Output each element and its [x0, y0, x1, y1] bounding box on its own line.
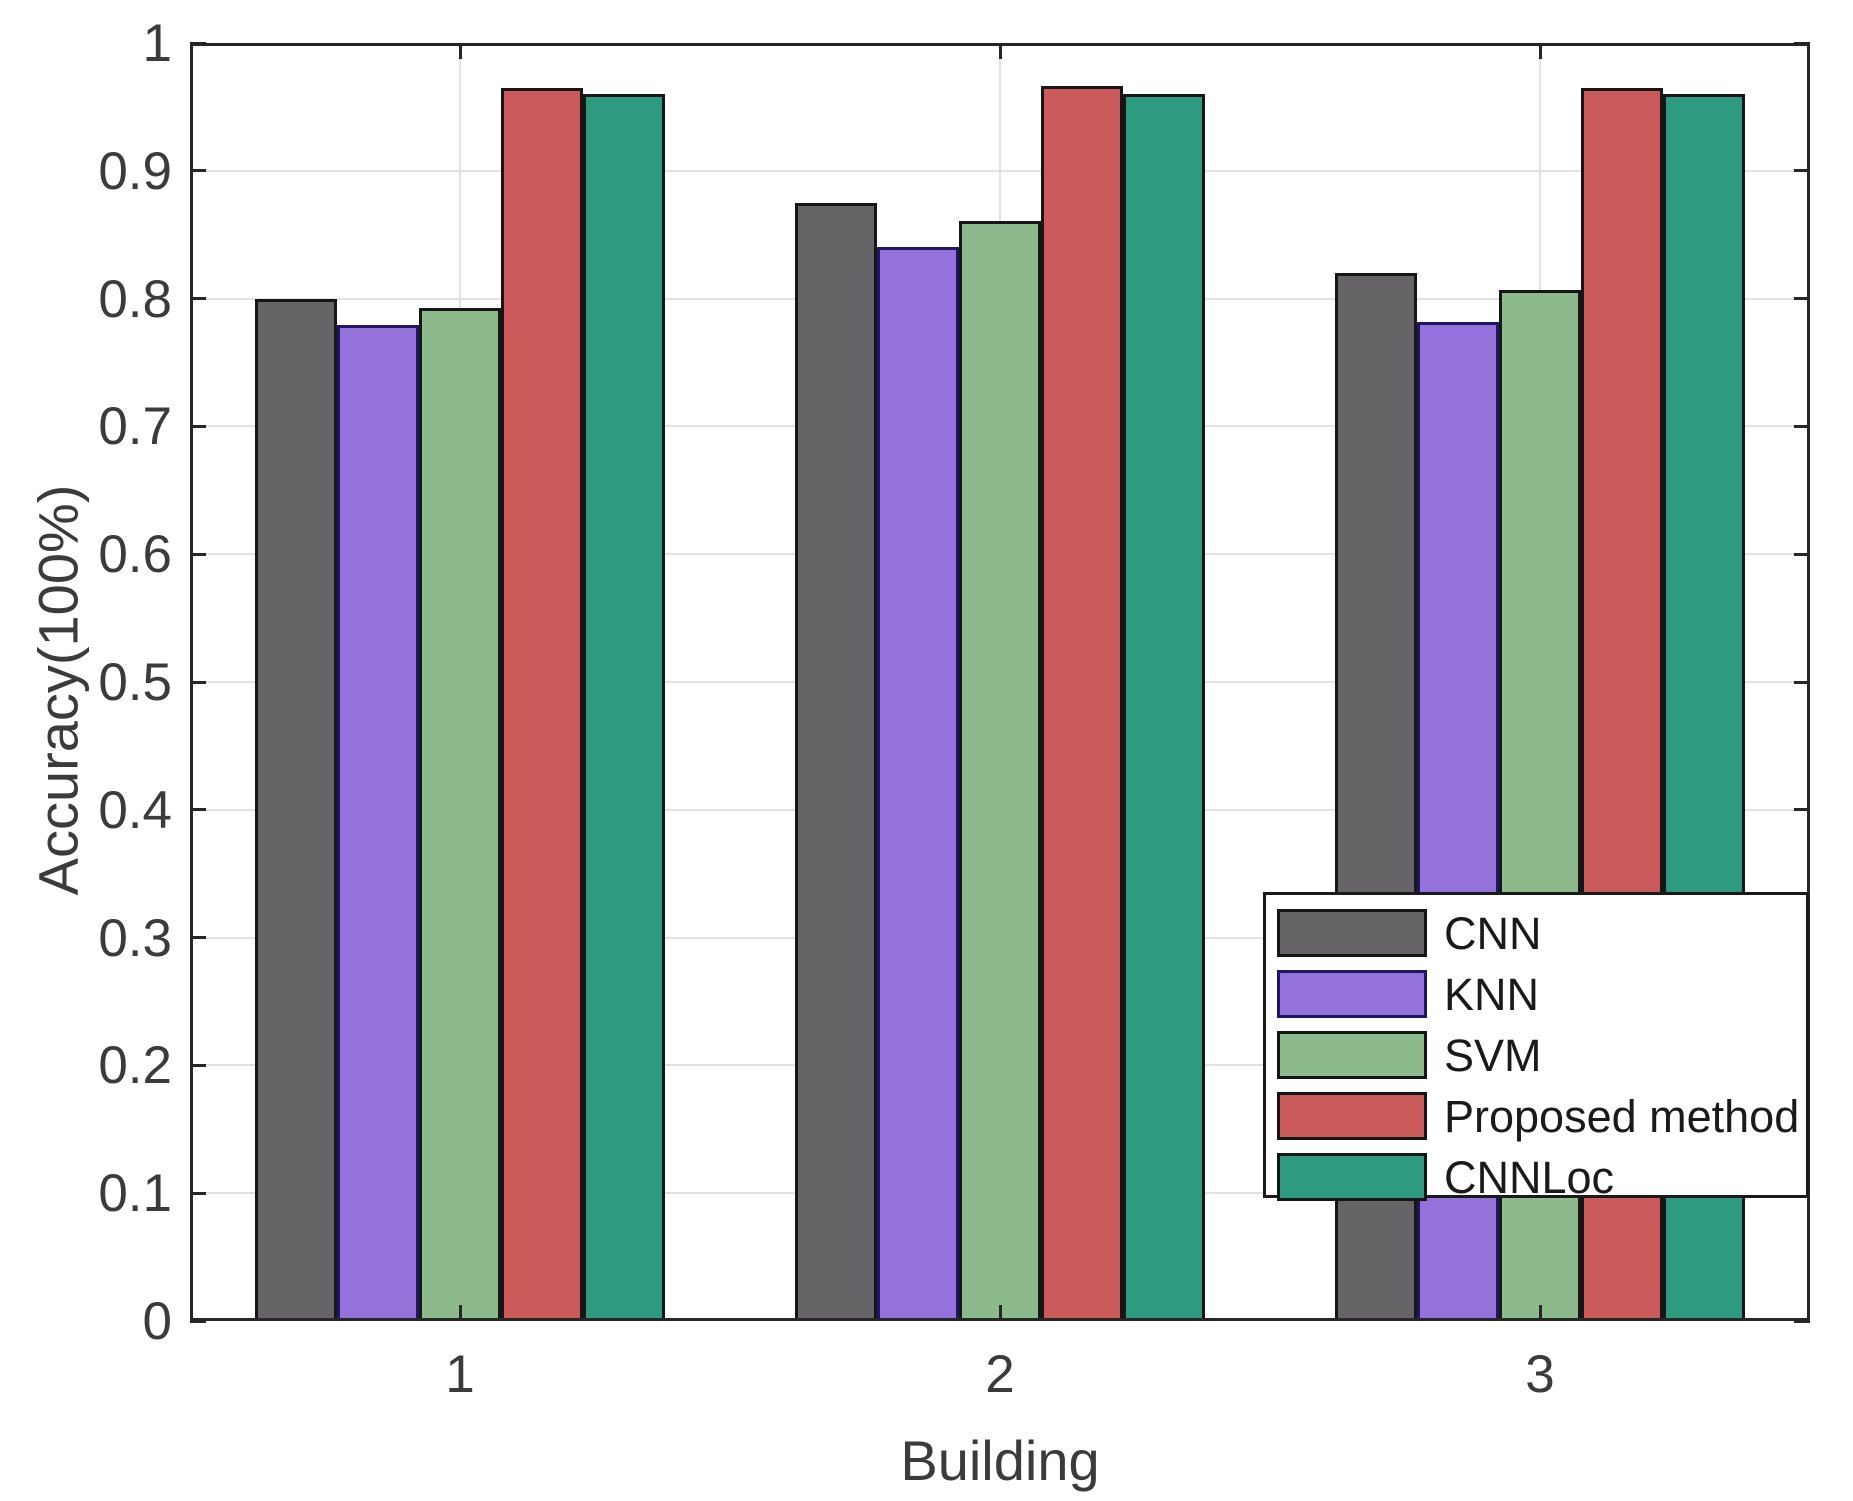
- legend-swatch-icon: [1277, 1092, 1427, 1140]
- y-tick-right: [1794, 41, 1810, 45]
- x-tick-top: [458, 43, 462, 59]
- y-tick-right: [1794, 1319, 1810, 1323]
- legend-entry-label: CNNLoc: [1444, 1151, 1615, 1203]
- y-tick-label: 0.8: [98, 269, 172, 329]
- bar-group: [795, 86, 1205, 1321]
- y-tick-left: [190, 1063, 206, 1067]
- y-tick-label: 0.9: [98, 141, 172, 201]
- legend-swatch-icon: [1277, 909, 1427, 957]
- y-tick-left: [190, 297, 206, 301]
- y-tick-left: [190, 424, 206, 428]
- y-tick-left: [190, 552, 206, 556]
- y-tick-right: [1794, 808, 1810, 812]
- y-tick-right: [1794, 424, 1810, 428]
- y-tick-label: 0.7: [98, 397, 172, 457]
- legend-entry-label: Proposed method: [1444, 1090, 1800, 1142]
- y-tick-label: 0.3: [98, 908, 172, 968]
- y-tick-label: 0.2: [98, 1036, 172, 1096]
- legend-entry: SVM: [1277, 1026, 1806, 1084]
- y-tick-left: [190, 1319, 206, 1323]
- x-tick-bottom: [998, 1305, 1002, 1321]
- legend-entry: Proposed method: [1277, 1087, 1806, 1145]
- x-tick-label: 1: [445, 1345, 475, 1404]
- bar-group: [255, 88, 665, 1321]
- y-tick-left: [190, 680, 206, 684]
- legend-swatch-icon: [1277, 1153, 1427, 1201]
- legend-entry: CNNLoc: [1277, 1148, 1806, 1206]
- y-tick-label: 0.1: [98, 1164, 172, 1224]
- legend-entry-label: SVM: [1444, 1029, 1542, 1081]
- bar-cnn: [255, 299, 337, 1321]
- y-tick-right: [1794, 169, 1810, 173]
- x-tick-label: 2: [985, 1345, 1015, 1404]
- bar-cnn: [795, 203, 877, 1321]
- bar-cnnloc: [1123, 94, 1205, 1321]
- bar-knn: [337, 325, 419, 1321]
- y-tick-right: [1794, 552, 1810, 556]
- bar-proposed-method: [1041, 86, 1123, 1321]
- bar-knn: [877, 247, 959, 1321]
- legend-box: CNN KNN SVM Proposed method CNNLoc: [1263, 892, 1809, 1201]
- x-tick-bottom: [458, 1305, 462, 1321]
- bar-svm: [959, 221, 1041, 1321]
- y-tick-left: [190, 169, 206, 173]
- y-tick-label: 0.4: [98, 780, 172, 840]
- y-tick-left: [190, 1191, 206, 1195]
- y-tick-left: [190, 808, 206, 812]
- legend-swatch-icon: [1277, 970, 1427, 1018]
- bar-cnnloc: [583, 94, 665, 1321]
- y-tick-label: 0.5: [98, 653, 172, 712]
- bar-svm: [419, 308, 501, 1321]
- y-tick-label: 1: [142, 14, 172, 73]
- y-tick-right: [1794, 297, 1810, 301]
- bar-proposed-method: [501, 88, 583, 1321]
- x-axis-label: Building: [900, 1429, 1100, 1492]
- y-tick-left: [190, 936, 206, 940]
- x-tick-bottom: [1538, 1305, 1542, 1321]
- legend-swatch-icon: [1277, 1031, 1427, 1079]
- x-tick-top: [998, 43, 1002, 59]
- x-tick-label: 3: [1525, 1345, 1555, 1404]
- y-tick-right: [1794, 680, 1810, 684]
- x-tick-top: [1538, 43, 1542, 59]
- legend-entry-label: KNN: [1444, 968, 1540, 1020]
- y-tick-left: [190, 41, 206, 45]
- legend-entry: KNN: [1277, 965, 1806, 1023]
- plot-area: [190, 41, 1810, 1323]
- legend-entry-label: CNN: [1444, 907, 1542, 959]
- legend-entry: CNN: [1277, 904, 1806, 962]
- y-tick-label: 0: [142, 1292, 172, 1351]
- y-tick-label: 0.6: [98, 525, 172, 585]
